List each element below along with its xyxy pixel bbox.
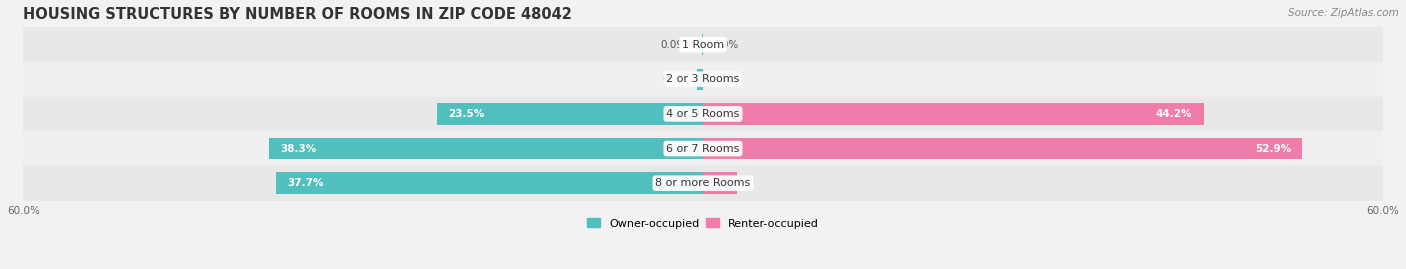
Text: 3.0%: 3.0% — [696, 178, 725, 188]
Text: 2 or 3 Rooms: 2 or 3 Rooms — [666, 74, 740, 84]
Bar — [24, 166, 1382, 200]
Bar — [24, 131, 1382, 166]
Bar — [703, 138, 1302, 159]
Text: 37.7%: 37.7% — [287, 178, 323, 188]
Legend: Owner-occupied, Renter-occupied: Owner-occupied, Renter-occupied — [582, 214, 824, 233]
Bar — [24, 62, 1382, 97]
Bar — [269, 138, 703, 159]
Bar — [703, 172, 737, 194]
Bar — [24, 97, 1382, 131]
Bar — [697, 69, 703, 90]
Text: 0.5%: 0.5% — [662, 74, 689, 84]
Text: 23.5%: 23.5% — [449, 109, 485, 119]
Text: 0.09%: 0.09% — [659, 40, 693, 49]
Text: 6 or 7 Rooms: 6 or 7 Rooms — [666, 144, 740, 154]
Text: Source: ZipAtlas.com: Source: ZipAtlas.com — [1288, 8, 1399, 18]
Text: 44.2%: 44.2% — [1156, 109, 1192, 119]
Bar — [24, 27, 1382, 62]
Bar — [276, 172, 703, 194]
Text: 0.0%: 0.0% — [711, 40, 738, 49]
Text: 0.0%: 0.0% — [711, 74, 738, 84]
Text: 38.3%: 38.3% — [281, 144, 316, 154]
Text: 1 Room: 1 Room — [682, 40, 724, 49]
Text: 52.9%: 52.9% — [1254, 144, 1291, 154]
Text: 4 or 5 Rooms: 4 or 5 Rooms — [666, 109, 740, 119]
Bar — [703, 103, 1204, 125]
Bar — [437, 103, 703, 125]
Text: HOUSING STRUCTURES BY NUMBER OF ROOMS IN ZIP CODE 48042: HOUSING STRUCTURES BY NUMBER OF ROOMS IN… — [24, 7, 572, 22]
Text: 8 or more Rooms: 8 or more Rooms — [655, 178, 751, 188]
